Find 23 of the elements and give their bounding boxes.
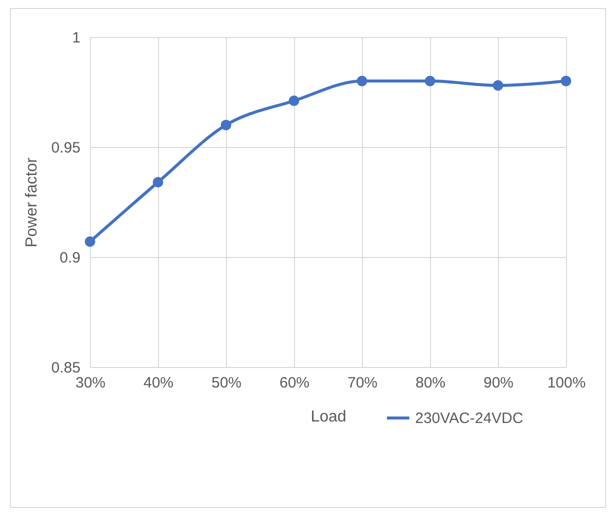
point [424, 76, 436, 86]
point [288, 96, 300, 106]
legend-label: 230VAC-24VDC [415, 410, 524, 427]
point [560, 76, 572, 86]
x-tick-label: 40% [143, 374, 174, 392]
x-tick-label: 90% [483, 374, 514, 392]
point [152, 176, 164, 188]
point [356, 76, 368, 86]
point [492, 80, 504, 91]
x-axis-title: Load [310, 408, 346, 426]
y-tick-label: 0.95 [51, 140, 80, 156]
x-tick-label: 30% [75, 374, 106, 392]
y-tick-label: 0.9 [60, 250, 80, 266]
x-tick-label: 70% [347, 374, 378, 392]
x-tick-label: 80% [415, 374, 446, 392]
y-tick-label: 0.85 [51, 360, 80, 376]
x-tick-label: 60% [279, 374, 310, 392]
point [220, 120, 232, 130]
x-tick-label: 100% [547, 374, 586, 392]
point [84, 236, 96, 247]
y-axis-title: Power factor [23, 156, 40, 248]
x-tick-label: 50% [211, 374, 242, 392]
y-tick-label: 1 [72, 30, 80, 46]
